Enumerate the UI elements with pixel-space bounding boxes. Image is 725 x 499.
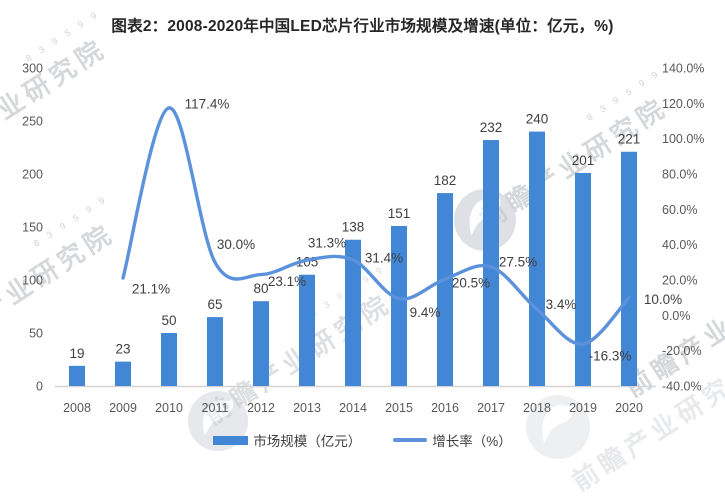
bar-2010 (161, 333, 177, 386)
chart-figure: 前瞻产业研究院 8 3 9 5 9 9 前瞻产业研究院 8 3 9 5 9 9 前瞻… (0, 8, 725, 497)
y-axis-right-tick: 120.0% (662, 97, 704, 111)
line-value-label: 117.4% (185, 96, 230, 111)
legend-label-market-size: 市场规模（亿元） (253, 434, 362, 449)
y-axis-left-tick: 300 (22, 62, 43, 76)
legend-item-market-size: 市场规模（亿元） (213, 430, 361, 450)
y-axis-left-tick: 200 (22, 168, 43, 182)
line-value-label: 27.5% (499, 254, 537, 269)
x-axis-label: 2017 (477, 401, 505, 415)
y-axis-left-tick: 150 (22, 221, 43, 235)
x-axis-label: 2008 (63, 401, 91, 415)
x-axis-label: 2012 (247, 401, 275, 415)
bar-2012 (253, 301, 269, 386)
growth-rate-line (121, 106, 631, 346)
bar-2020 (621, 151, 637, 386)
y-axis-right-tick: 80.0% (662, 168, 697, 182)
y-axis-left-tick: 50 (29, 327, 43, 341)
y-axis-right-tick: 0.0% (662, 309, 691, 323)
legend-label-growth-rate: 增长率（%） (432, 434, 512, 449)
x-axis-label: 2015 (385, 401, 413, 415)
y-axis-right-tick: 60.0% (662, 203, 697, 217)
x-axis-label: 2018 (523, 401, 551, 415)
bar-2015 (391, 225, 407, 386)
bar-value-label: 19 (69, 346, 84, 361)
y-axis-right-tick: 40.0% (662, 238, 697, 252)
line-value-label: 20.5% (452, 276, 490, 291)
bar-2008 (69, 365, 85, 386)
bar-2017 (483, 140, 499, 386)
x-axis-label: 2020 (615, 401, 643, 415)
line-value-label: 10.0% (644, 292, 682, 307)
bar-value-label: 138 (342, 220, 365, 235)
x-axis-label: 2013 (293, 401, 321, 415)
bar-value-label: 65 (207, 297, 222, 312)
line-value-label: 21.1% (132, 282, 170, 297)
x-axis-label: 2019 (569, 401, 597, 415)
bar-2014 (345, 239, 361, 386)
bar-value-label: 151 (388, 206, 411, 221)
x-axis-label: 2010 (155, 401, 183, 415)
bar-2009 (115, 361, 131, 386)
bar-value-label: 232 (480, 120, 503, 135)
bar-value-label: 201 (572, 153, 595, 168)
y-axis-left-tick: 100 (22, 274, 43, 288)
chart-title: 图表2：2008-2020年中国LED芯片行业市场规模及增速(单位：亿元，%) (111, 18, 614, 35)
y-axis-right-tick: -40.0% (662, 380, 702, 394)
line-value-label: 31.3% (308, 236, 346, 251)
bar-2016 (437, 193, 453, 386)
y-axis-left-tick: 0 (36, 380, 43, 394)
bar-value-label: 182 (434, 173, 457, 188)
line-value-label: 30.0% (217, 237, 255, 252)
y-axis-left-tick: 250 (22, 115, 43, 129)
bar-value-label: 80 (253, 281, 268, 296)
x-axis-label: 2014 (339, 401, 367, 415)
line-value-label: 3.4% (546, 297, 577, 312)
y-axis-right-tick: -20.0% (662, 344, 702, 358)
line-value-label: 9.4% (410, 305, 441, 320)
line-value-label: 31.4% (365, 250, 403, 265)
y-axis-right-tick: 20.0% (662, 274, 697, 288)
line-series-swatch (393, 438, 428, 442)
bar-series-swatch (213, 435, 249, 445)
chart-legend: 市场规模（亿元） 增长率（%） (0, 430, 725, 450)
bar-2019 (575, 172, 591, 386)
x-axis-label: 2016 (431, 401, 459, 415)
x-axis-label: 2011 (202, 401, 229, 415)
bar-2013 (299, 274, 315, 386)
legend-item-growth-rate: 增长率（%） (393, 430, 512, 450)
line-value-label: -16.3% (589, 349, 632, 364)
y-axis-right-tick: 100.0% (662, 132, 704, 146)
line-value-label: 23.1% (268, 274, 306, 289)
bar-value-label: 240 (526, 112, 549, 127)
chart-plot-canvas: 0 50 100 150 200 250 300 140.0% 120.0% 100.0% 80.0… (22, 62, 704, 416)
bar-value-label: 23 (115, 342, 130, 357)
bar-2011 (207, 317, 223, 386)
y-axis-right-tick: 140.0% (662, 62, 704, 76)
bar-2018 (529, 131, 545, 386)
bar-value-label: 221 (618, 132, 641, 147)
x-axis-label: 2009 (109, 401, 137, 415)
bar-value-label: 50 (161, 313, 176, 328)
